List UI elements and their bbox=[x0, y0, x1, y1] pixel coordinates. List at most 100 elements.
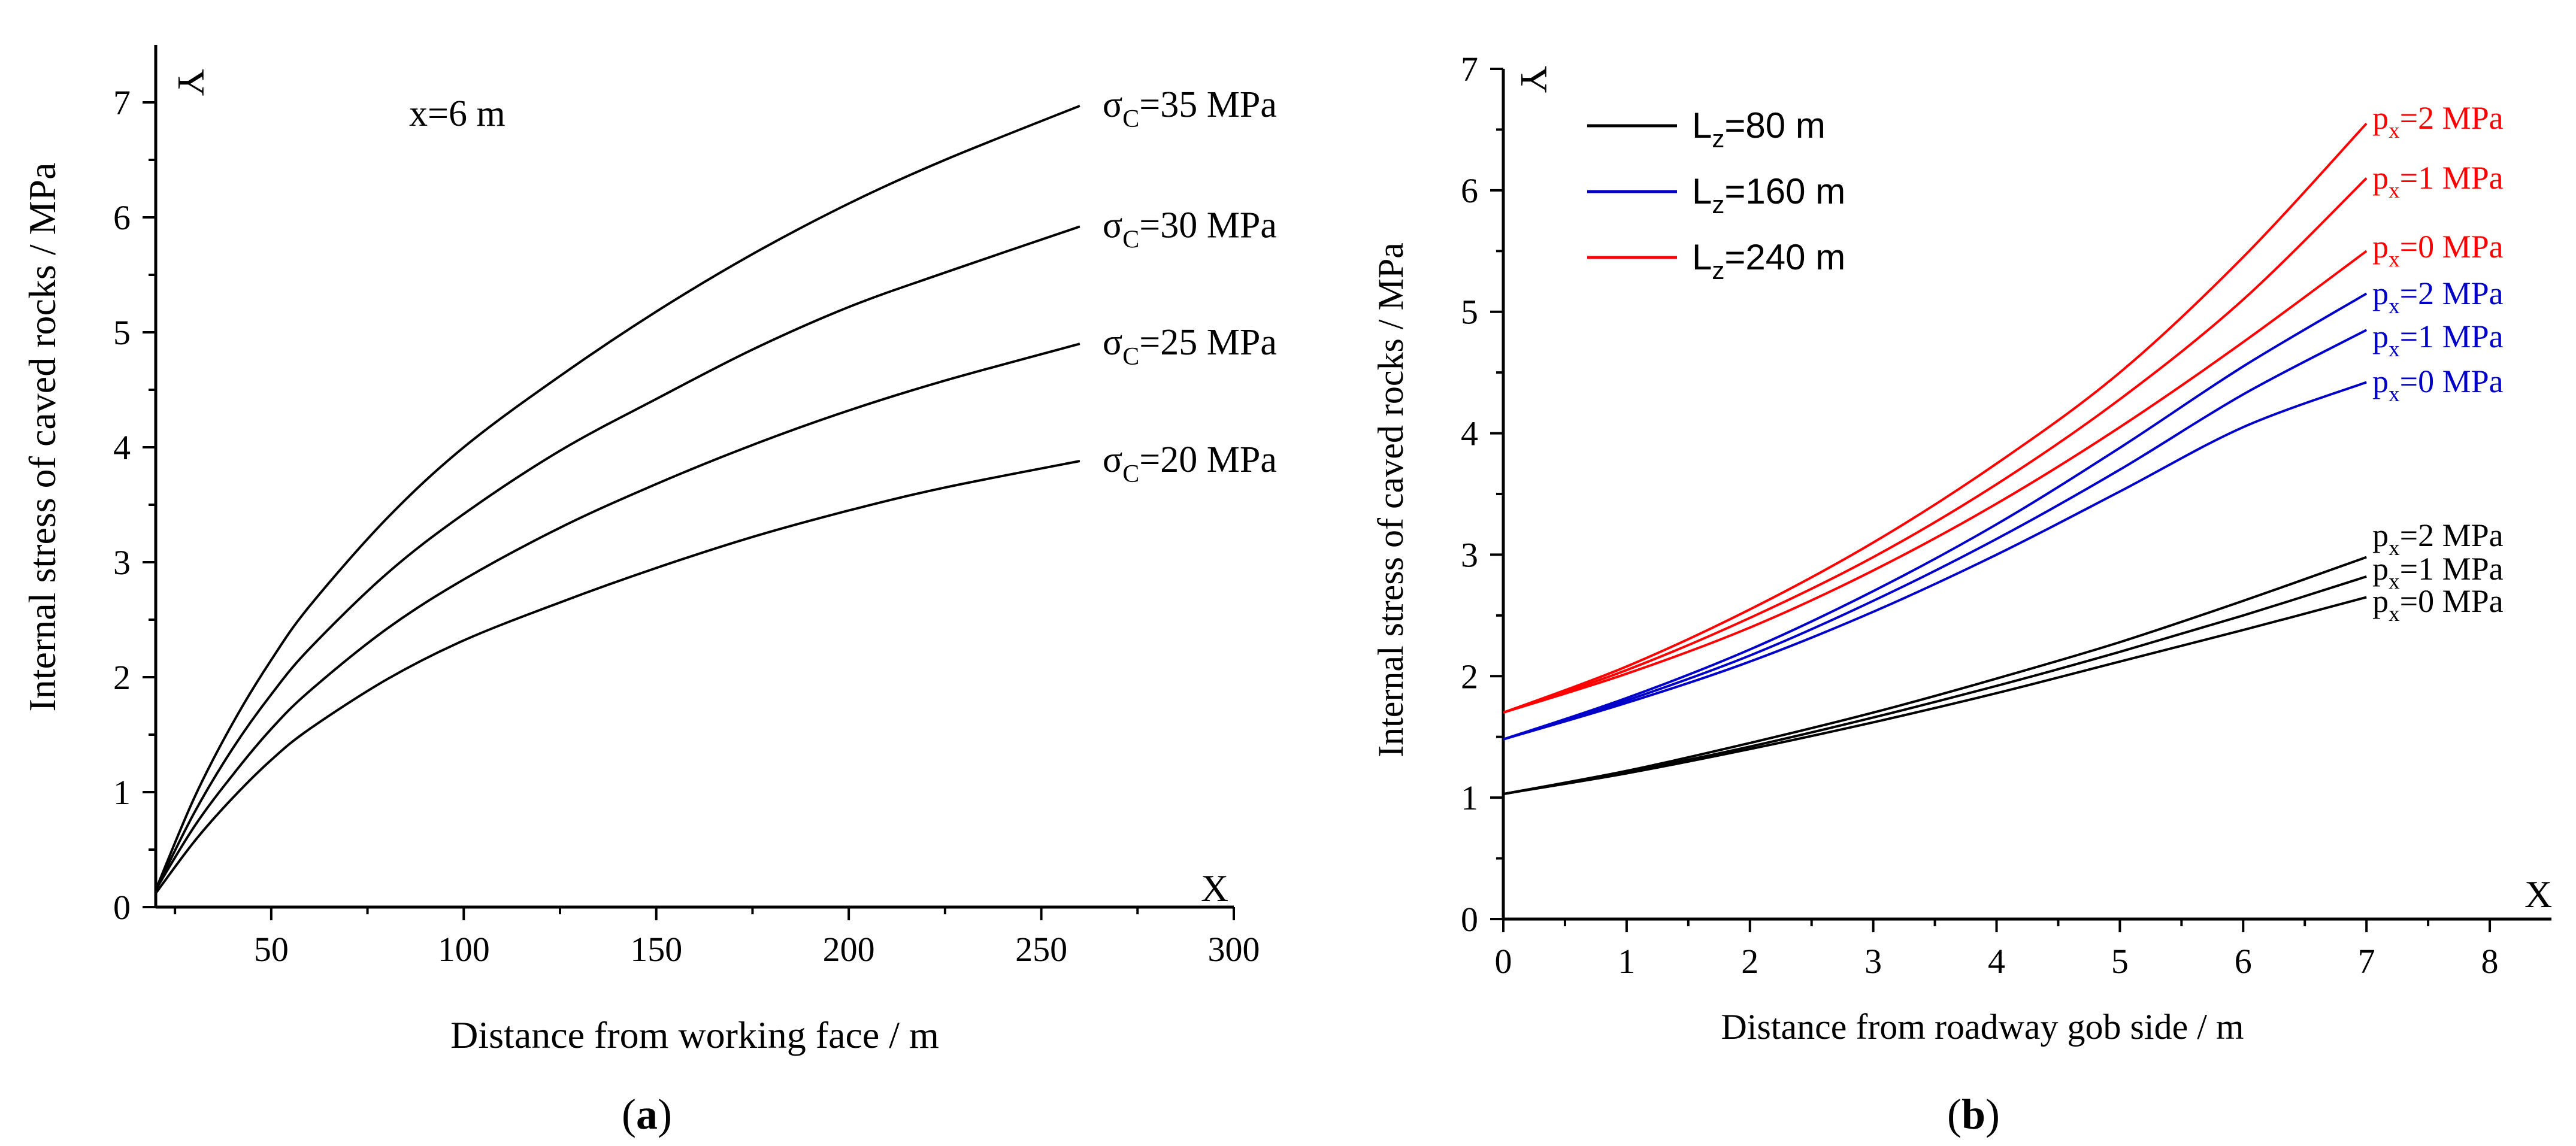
b-legend-subscript: z bbox=[1712, 256, 1724, 284]
a-x-tick-label: 200 bbox=[823, 930, 875, 969]
b-series-label: px=2 MPa bbox=[2372, 275, 2504, 319]
b-series-label: px=0 MPa bbox=[2372, 229, 2504, 272]
b-series-label-symbol: p bbox=[2372, 551, 2389, 587]
panel-a-caption-letter: a bbox=[636, 1090, 658, 1138]
a-series-label-symbol: σ bbox=[1103, 205, 1122, 245]
panel-a-x-axis-letter: X bbox=[1201, 867, 1228, 909]
b-series-line bbox=[1503, 329, 2368, 741]
b-series-label-symbol: p bbox=[2372, 160, 2389, 196]
a-y-tick-label: 1 bbox=[113, 773, 131, 812]
a-series-label-symbol: σ bbox=[1103, 84, 1122, 125]
b-x-tick-label: 6 bbox=[2235, 942, 2252, 981]
b-series-line bbox=[1503, 292, 2368, 741]
b-series-label-value: =2 MPa bbox=[2400, 517, 2504, 553]
b-series-label-symbol: p bbox=[2372, 319, 2389, 354]
a-series-label-value: =25 MPa bbox=[1139, 322, 1277, 363]
b-y-tick-label: 2 bbox=[1461, 657, 1478, 696]
a-series-line bbox=[155, 460, 1080, 895]
b-series-label-symbol: p bbox=[2372, 100, 2389, 136]
a-series-label: σC=30 MPa bbox=[1103, 205, 1277, 253]
panel-a-annotation: x=6 m bbox=[409, 93, 505, 134]
a-x-tick-label: 150 bbox=[630, 930, 682, 969]
panel-a-caption: (a) bbox=[622, 1090, 672, 1138]
b-series-label-value: =2 MPa bbox=[2400, 275, 2504, 311]
a-x-tick-label: 100 bbox=[438, 930, 490, 969]
b-legend-subscript: z bbox=[1712, 125, 1724, 153]
b-series-label-value: =2 MPa bbox=[2400, 100, 2504, 136]
b-legend-prefix: L bbox=[1692, 171, 1712, 211]
b-series-label-value: =1 MPa bbox=[2400, 551, 2504, 587]
a-series-line bbox=[155, 104, 1080, 890]
b-series-label-subscript: x bbox=[2389, 382, 2400, 407]
b-series-label-subscript: x bbox=[2389, 178, 2400, 203]
b-series-label-subscript: x bbox=[2389, 602, 2400, 626]
a-x-tick-label: 50 bbox=[254, 930, 289, 969]
b-y-tick-label: 7 bbox=[1461, 50, 1478, 89]
b-series-label-value: =1 MPa bbox=[2400, 319, 2504, 354]
panel-a-x-axis-title: Distance from working face / m bbox=[450, 1014, 939, 1056]
b-series-line bbox=[1503, 250, 2368, 714]
b-legend-label: Lz=160 m bbox=[1692, 171, 1845, 219]
panel-b-curves bbox=[1503, 122, 2368, 796]
b-series-label-subscript: x bbox=[2389, 119, 2400, 143]
a-y-tick-label: 4 bbox=[113, 428, 131, 467]
b-x-tick-label: 7 bbox=[2358, 942, 2375, 981]
b-series-line bbox=[1503, 177, 2368, 714]
b-x-tick-label: 8 bbox=[2481, 942, 2499, 981]
a-series-label-symbol: σ bbox=[1103, 439, 1122, 480]
a-series-label-value: =20 MPa bbox=[1139, 439, 1277, 480]
b-legend-label: Lz=80 m bbox=[1692, 105, 1826, 153]
b-series-label-symbol: p bbox=[2372, 229, 2389, 265]
a-series-label-subscript: C bbox=[1122, 460, 1139, 488]
a-y-tick-label: 3 bbox=[113, 543, 131, 582]
b-series-label-subscript: x bbox=[2389, 247, 2400, 272]
panel-a-curves bbox=[155, 104, 1080, 895]
b-series-label: px=0 MPa bbox=[2372, 363, 2504, 407]
panel-b-legend: Lz=80 mLz=160 mLz=240 m bbox=[1587, 105, 1845, 284]
panel-b-axes: 0 1 2 3 4 5 6 7 8 0 1 2 3 4 5 6 7 bbox=[1461, 50, 2551, 981]
panel-a-axes: 50 100 150 200 250 300 0 1 2 3 4 5 6 7 bbox=[113, 45, 1260, 969]
a-series-label-symbol: σ bbox=[1103, 322, 1122, 363]
b-series-line bbox=[1503, 596, 2367, 796]
a-x-tick-label: 250 bbox=[1015, 930, 1067, 969]
b-series-label-value: =0 MPa bbox=[2400, 229, 2504, 265]
a-y-tick-label: 6 bbox=[113, 198, 131, 237]
a-series-label-subscript: C bbox=[1122, 226, 1139, 253]
b-x-tick-label: 4 bbox=[1988, 942, 2005, 981]
a-series-label: σC=25 MPa bbox=[1103, 322, 1277, 371]
b-legend-value: =240 m bbox=[1724, 237, 1845, 277]
a-series-line bbox=[155, 342, 1080, 891]
b-y-tick-label: 3 bbox=[1461, 535, 1478, 574]
b-y-tick-label: 0 bbox=[1461, 900, 1478, 939]
a-y-tick-label: 0 bbox=[113, 888, 131, 927]
b-series-label-subscript: x bbox=[2389, 337, 2400, 362]
b-legend-prefix: L bbox=[1692, 237, 1712, 277]
b-x-tick-label: 0 bbox=[1495, 942, 1512, 981]
b-y-tick-label: 6 bbox=[1461, 171, 1478, 210]
b-legend-subscript: z bbox=[1712, 190, 1724, 219]
b-series-label: px=2 MPa bbox=[2372, 100, 2504, 143]
b-series-line bbox=[1503, 381, 2367, 741]
b-series-label-symbol: p bbox=[2372, 363, 2389, 399]
b-series-label: px=2 MPa bbox=[2372, 517, 2504, 560]
panel-b-caption-letter: b bbox=[1961, 1090, 1985, 1138]
b-series-label: px=1 MPa bbox=[2372, 160, 2504, 203]
b-series-label-value: =1 MPa bbox=[2400, 160, 2504, 196]
a-series-label: σC=35 MPa bbox=[1103, 84, 1277, 133]
b-series-label-subscript: x bbox=[2389, 536, 2400, 560]
b-x-tick-label: 2 bbox=[1741, 942, 1758, 981]
panel-b-caption: (b) bbox=[1947, 1090, 2000, 1138]
b-y-tick-label: 1 bbox=[1461, 778, 1478, 817]
b-series-label: px=0 MPa bbox=[2372, 583, 2504, 626]
b-series-label-symbol: p bbox=[2372, 583, 2389, 619]
b-x-tick-label: 1 bbox=[1618, 942, 1635, 981]
b-series-line bbox=[1503, 556, 2367, 796]
b-series-label-value: =0 MPa bbox=[2400, 583, 2504, 619]
a-y-tick-label: 5 bbox=[113, 313, 131, 352]
panel-b-x-axis-title: Distance from roadway gob side / m bbox=[1721, 1007, 2244, 1047]
b-y-tick-label: 4 bbox=[1461, 414, 1478, 453]
a-series-label-subscript: C bbox=[1122, 105, 1139, 133]
